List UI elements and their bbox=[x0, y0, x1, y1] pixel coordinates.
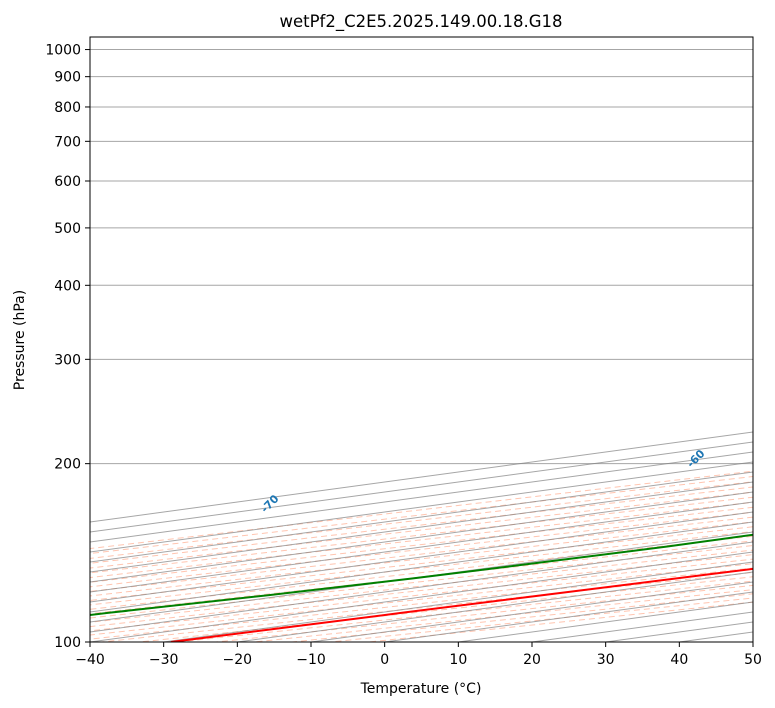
isotherm bbox=[90, 451, 753, 543]
isotherm bbox=[90, 501, 753, 593]
x-axis-ticks: −40 −30 −20 −10 0 10 20 30 40 50 bbox=[75, 642, 762, 668]
y-tick-label: 700 bbox=[54, 134, 81, 150]
x-tick-label: −40 bbox=[75, 652, 105, 668]
y-tick-label: 800 bbox=[54, 100, 81, 116]
y-tick-label: 300 bbox=[54, 352, 81, 368]
isotherm bbox=[90, 471, 753, 563]
x-tick-label: 0 bbox=[380, 652, 389, 668]
y-axis-label: Pressure (hPa) bbox=[12, 290, 28, 390]
chart-title: wetPf2_C2E5.2025.149.00.18.G18 bbox=[279, 12, 562, 32]
y-tick-label: 500 bbox=[54, 221, 81, 237]
y-tick-label: 900 bbox=[54, 70, 81, 86]
x-axis-label: Temperature (°C) bbox=[360, 681, 482, 697]
x-tick-label: 30 bbox=[597, 652, 615, 668]
y-tick-label: 1000 bbox=[45, 43, 81, 59]
isotherm bbox=[90, 531, 753, 623]
y-tick-label: 600 bbox=[54, 174, 81, 190]
x-tick-label: 10 bbox=[449, 652, 467, 668]
background-lines bbox=[90, 49, 753, 642]
isotherm bbox=[90, 521, 753, 613]
x-tick-label: 20 bbox=[523, 652, 541, 668]
plot-frame bbox=[89, 36, 754, 643]
isotherm bbox=[90, 511, 753, 603]
isotherm bbox=[90, 461, 753, 553]
y-tick-label: 100 bbox=[54, 635, 81, 651]
x-tick-label: −10 bbox=[296, 652, 326, 668]
x-tick-label: 50 bbox=[744, 652, 762, 668]
x-tick-label: 40 bbox=[670, 652, 688, 668]
isotherm bbox=[90, 491, 753, 583]
x-tick-label: −20 bbox=[223, 652, 253, 668]
x-tick-label: −30 bbox=[149, 652, 179, 668]
y-tick-label: 400 bbox=[54, 278, 81, 294]
y-axis-ticks: 100 200 300 400 500 600 700 800 900 1000 bbox=[45, 43, 90, 651]
y-tick-label: 200 bbox=[54, 457, 81, 473]
isotherm bbox=[90, 481, 753, 573]
